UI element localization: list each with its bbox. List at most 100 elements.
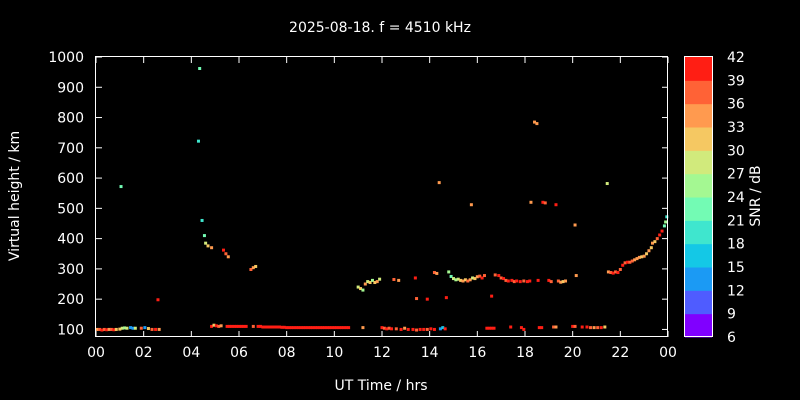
data-point (154, 327, 158, 331)
data-point (536, 278, 540, 282)
colorbar-frame (684, 56, 713, 337)
data-point (480, 276, 484, 280)
data-point (224, 252, 228, 256)
data-point (637, 255, 641, 259)
data-point (359, 287, 363, 291)
data-point (304, 326, 308, 330)
data-point (633, 258, 637, 262)
data-point (299, 326, 303, 330)
colorbar-tick-label: 33 (727, 120, 745, 136)
data-point (225, 324, 229, 328)
colorbar-label: SNR / dB (748, 165, 764, 226)
data-point (109, 327, 113, 331)
data-point (611, 271, 615, 275)
data-point (112, 328, 116, 332)
data-point (540, 326, 544, 330)
data-point (387, 326, 391, 330)
data-point (239, 324, 243, 328)
y-tick-label: 500 (57, 201, 84, 217)
data-point (549, 280, 553, 284)
data-point (335, 326, 339, 330)
data-point (647, 249, 651, 253)
data-point (198, 67, 202, 71)
data-point (212, 323, 216, 327)
data-point (585, 325, 589, 329)
data-point (237, 324, 241, 328)
y-axis-label: Virtual height / km (7, 131, 23, 261)
data-point (621, 263, 625, 267)
data-point (447, 270, 451, 274)
x-tick-label: 12 (373, 345, 391, 361)
x-tick-label: 10 (325, 345, 343, 361)
colorbar-tick-label: 18 (727, 237, 745, 253)
data-point (487, 326, 491, 330)
data-point (196, 139, 200, 143)
data-point (616, 271, 620, 275)
data-point (150, 327, 154, 331)
data-point (509, 325, 513, 329)
data-point (543, 201, 547, 205)
data-point (522, 327, 526, 331)
data-point (204, 241, 208, 245)
data-point (618, 267, 622, 271)
data-point (547, 278, 551, 282)
colorbar-tick-label: 21 (727, 213, 745, 229)
colorbar-band (685, 57, 712, 81)
data-point (95, 327, 99, 331)
data-point (268, 325, 272, 329)
data-point (512, 280, 516, 284)
colorbar-band (685, 220, 712, 245)
snr-colorbar: 6 9 12 15 18 21 24 27 30 33 36 39 42 (685, 50, 745, 346)
data-point (107, 327, 111, 331)
data-point (382, 326, 386, 330)
data-point (120, 326, 124, 330)
data-point (244, 324, 248, 328)
data-point (206, 244, 210, 248)
data-point (564, 279, 568, 283)
y-tick-label: 800 (57, 111, 84, 127)
plot-frame (95, 56, 668, 337)
data-point (642, 254, 646, 258)
data-point (337, 326, 341, 330)
data-point (385, 327, 389, 331)
data-point (452, 277, 455, 281)
data-point (435, 271, 439, 275)
data-point (482, 274, 486, 278)
data-points (95, 67, 669, 332)
data-point (339, 326, 343, 330)
colorbar-band (685, 80, 712, 105)
data-point (392, 277, 396, 281)
data-point (102, 327, 106, 331)
data-point (214, 324, 218, 328)
colorbar-tick-label: 15 (727, 260, 745, 276)
y-tick-label: 1000 (48, 50, 84, 66)
data-point (219, 324, 223, 328)
data-point (278, 325, 282, 329)
data-point (114, 327, 118, 331)
data-point (129, 326, 133, 330)
colorbar-tick-label: 9 (727, 307, 736, 323)
data-point (157, 327, 161, 331)
data-point (98, 327, 102, 331)
data-point (497, 274, 501, 278)
data-point (131, 326, 135, 330)
x-tick-label: 02 (135, 345, 153, 361)
data-point (285, 326, 289, 330)
data-point (665, 215, 669, 219)
data-point (561, 280, 565, 284)
data-point (394, 327, 398, 331)
data-point (380, 326, 384, 330)
data-point (413, 276, 417, 280)
data-point (330, 326, 334, 330)
data-point (599, 326, 603, 330)
x-tick-label: 16 (468, 345, 486, 361)
data-point (418, 327, 422, 331)
data-point (535, 122, 539, 126)
data-point (256, 324, 260, 328)
data-point (210, 324, 214, 328)
data-point (323, 326, 327, 330)
data-point (518, 280, 522, 284)
colorbar-tick-label: 27 (727, 167, 745, 183)
data-point (342, 326, 346, 330)
